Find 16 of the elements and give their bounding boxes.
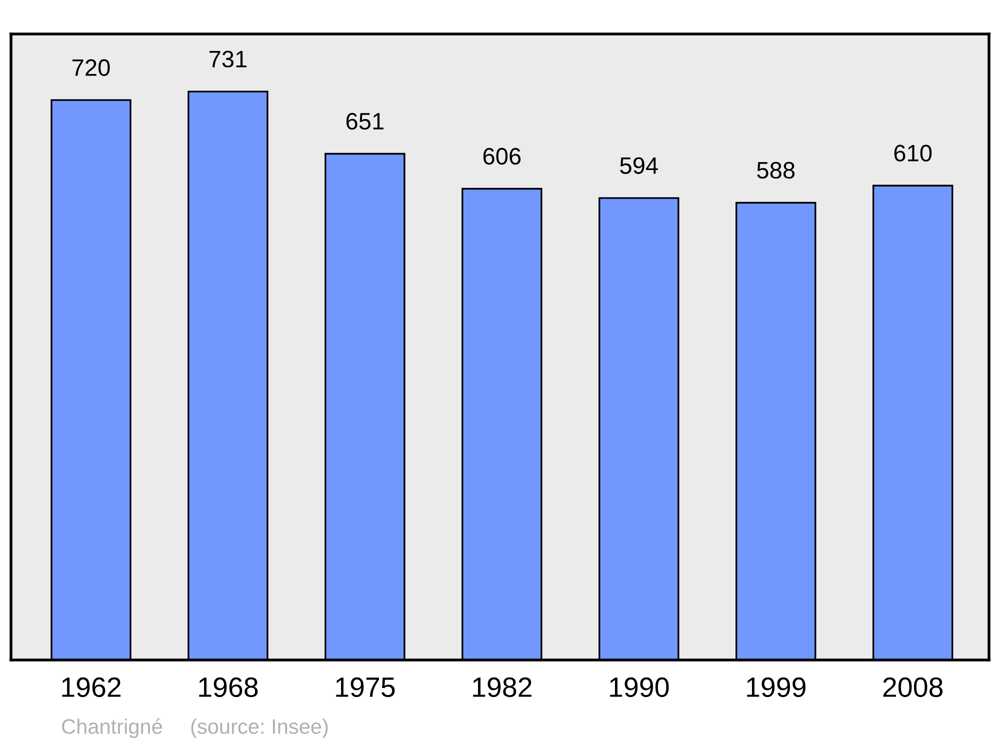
data-label: 606 <box>483 148 521 165</box>
data-label: 651 <box>346 112 384 130</box>
x-tick-label: 1962 <box>62 677 120 698</box>
data-label: 588 <box>757 162 795 179</box>
x-tick-label: 1968 <box>199 677 258 698</box>
data-label: 731 <box>209 50 247 68</box>
data-label: 720 <box>72 59 110 76</box>
x-tick-label: 1982 <box>473 677 532 698</box>
x-tick-label: 1990 <box>610 677 669 698</box>
data-label: 610 <box>894 144 932 162</box>
data-label: 594 <box>620 157 658 174</box>
text: Chantrigné <box>62 718 162 738</box>
x-tick-label: 2008 <box>883 677 943 698</box>
x-tick-label: 1999 <box>747 677 806 698</box>
text: (source: Insee) <box>191 718 328 738</box>
x-tick-label: 1975 <box>336 677 395 698</box>
